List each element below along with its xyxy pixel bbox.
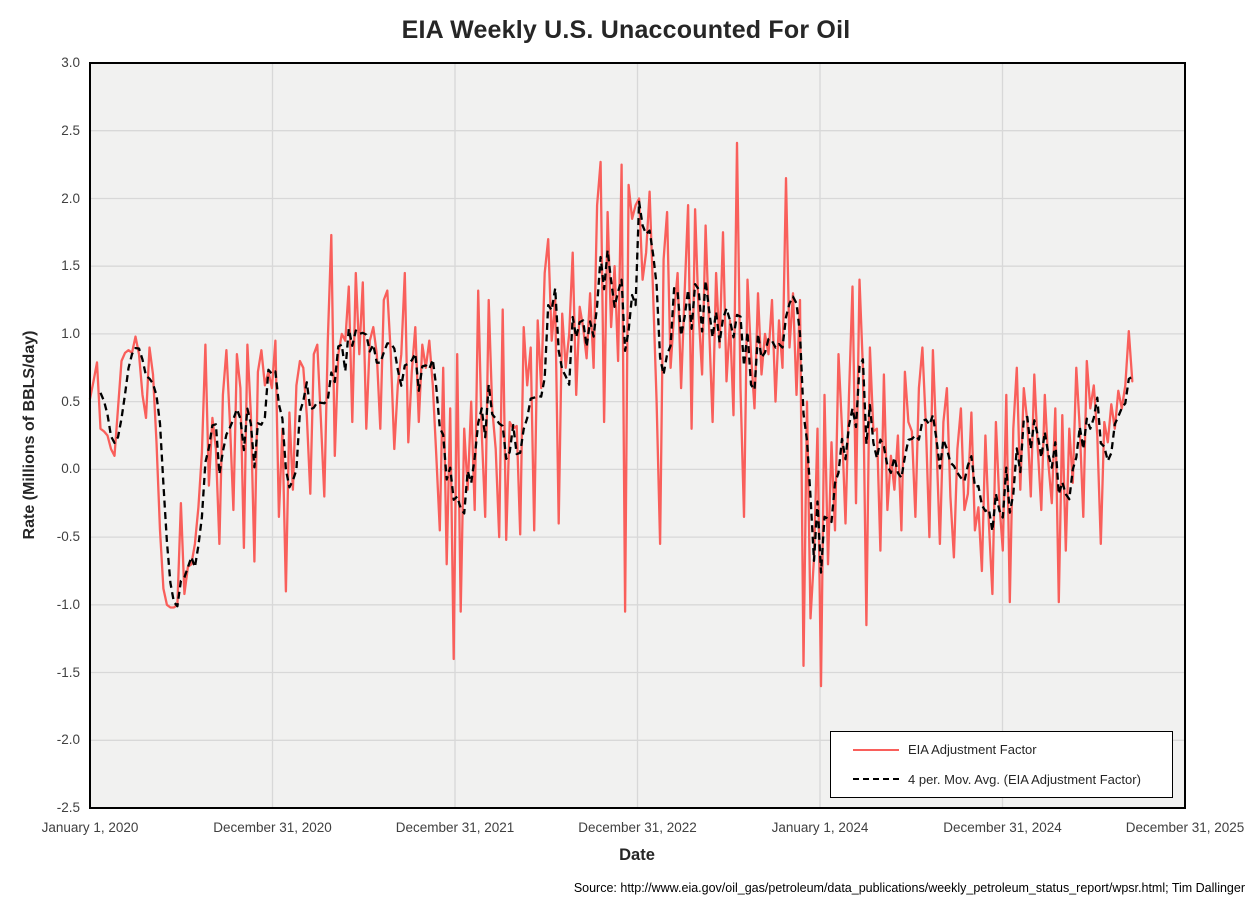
y-axis-tick-label: -2.0 bbox=[56, 732, 80, 748]
x-axis-tick-label: December 31, 2022 bbox=[578, 820, 697, 835]
legend-label: EIA Adjustment Factor bbox=[908, 742, 1037, 758]
x-axis-tick-label: December 31, 2020 bbox=[213, 820, 332, 835]
y-axis-tick-label: 3.0 bbox=[61, 55, 80, 70]
y-axis-tick-label: 2.5 bbox=[61, 122, 80, 138]
x-axis-title: Date bbox=[619, 846, 655, 864]
y-axis-tick-label: -1.5 bbox=[56, 664, 80, 680]
y-axis-tick-label: 0.5 bbox=[61, 393, 80, 409]
source-note: Source: http://www.eia.gov/oil_gas/petro… bbox=[573, 881, 1245, 895]
y-axis-tick-label: -0.5 bbox=[56, 529, 80, 545]
eia-adjustment-factor-line bbox=[88, 141, 1134, 688]
y-axis-title: Rate (Millions of BBLS/day) bbox=[21, 330, 38, 540]
x-axis-tick-label: January 1, 2020 bbox=[41, 820, 139, 835]
black-dashed-line-sample-icon bbox=[853, 778, 899, 781]
legend-entry-moving-average: 4 per. Mov. Avg. (EIA Adjustment Factor) bbox=[831, 767, 1172, 791]
x-axis-tick-label: January 1, 2024 bbox=[771, 820, 869, 835]
y-axis-tick-label: 2.0 bbox=[61, 190, 80, 206]
y-axis-tick-label: 0.0 bbox=[61, 461, 80, 477]
y-axis-tick-label: -1.0 bbox=[56, 596, 80, 612]
x-axis-tick-label: December 31, 2024 bbox=[943, 820, 1062, 835]
moving-average-line bbox=[99, 200, 1133, 608]
y-axis-tick-label: 1.0 bbox=[61, 325, 80, 341]
x-axis-tick-label: December 31, 2025 bbox=[1125, 820, 1245, 835]
x-axis-tick-label: December 31, 2021 bbox=[395, 820, 515, 835]
y-axis-tick-label: 1.5 bbox=[61, 258, 80, 274]
legend-label: 4 per. Mov. Avg. (EIA Adjustment Factor) bbox=[908, 771, 1141, 787]
legend: EIA Adjustment Factor 4 per. Mov. Avg. (… bbox=[830, 731, 1173, 798]
chart-title: EIA Weekly U.S. Unaccounted For Oil bbox=[401, 16, 851, 44]
y-axis-tick-label: -2.5 bbox=[56, 800, 80, 815]
legend-entry-eia-adjustment-factor: EIA Adjustment Factor bbox=[831, 738, 1172, 762]
red-solid-line-sample-icon bbox=[853, 748, 899, 751]
